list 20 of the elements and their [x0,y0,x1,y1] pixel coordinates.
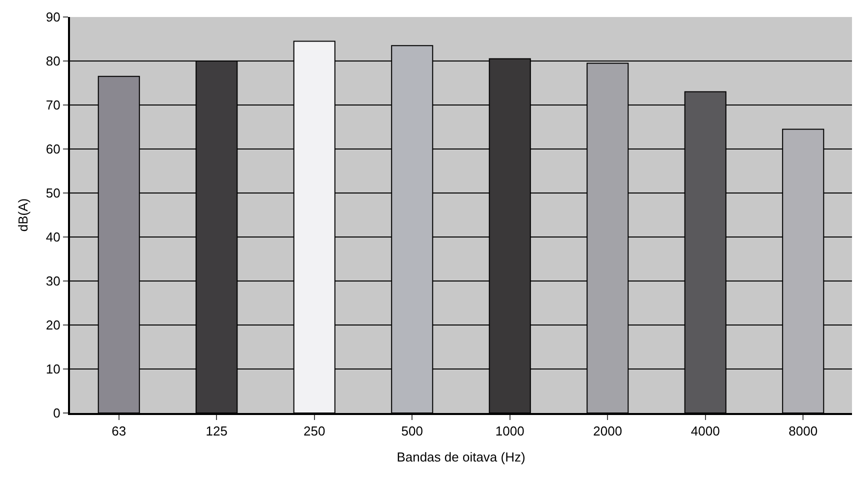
x-axis-title: Bandas de oitava (Hz) [396,450,526,465]
y-tick-label: 60 [46,142,60,157]
x-tick-label: 250 [304,424,326,439]
x-tick-label: 125 [206,424,228,439]
y-tick-label: 10 [46,362,60,377]
y-tick-label: 20 [46,318,60,333]
y-tick-label: 30 [46,274,60,289]
x-tick-label: 8000 [788,424,818,439]
x-tick-label: 1000 [495,424,524,439]
y-tick-label: 80 [46,54,60,69]
y-axis-title: dB(A) [15,198,30,232]
x-tick-label: 63 [112,424,126,439]
y-tick-label: 90 [46,10,60,25]
x-tick-label: 500 [401,424,423,439]
x-tick-label: 4000 [690,424,720,439]
y-tick-label: 40 [46,230,60,245]
y-tick-label: 70 [46,98,60,113]
y-tick-label: 50 [46,186,60,201]
y-tick-label: 0 [53,406,60,421]
x-tick-label: 2000 [593,424,622,439]
